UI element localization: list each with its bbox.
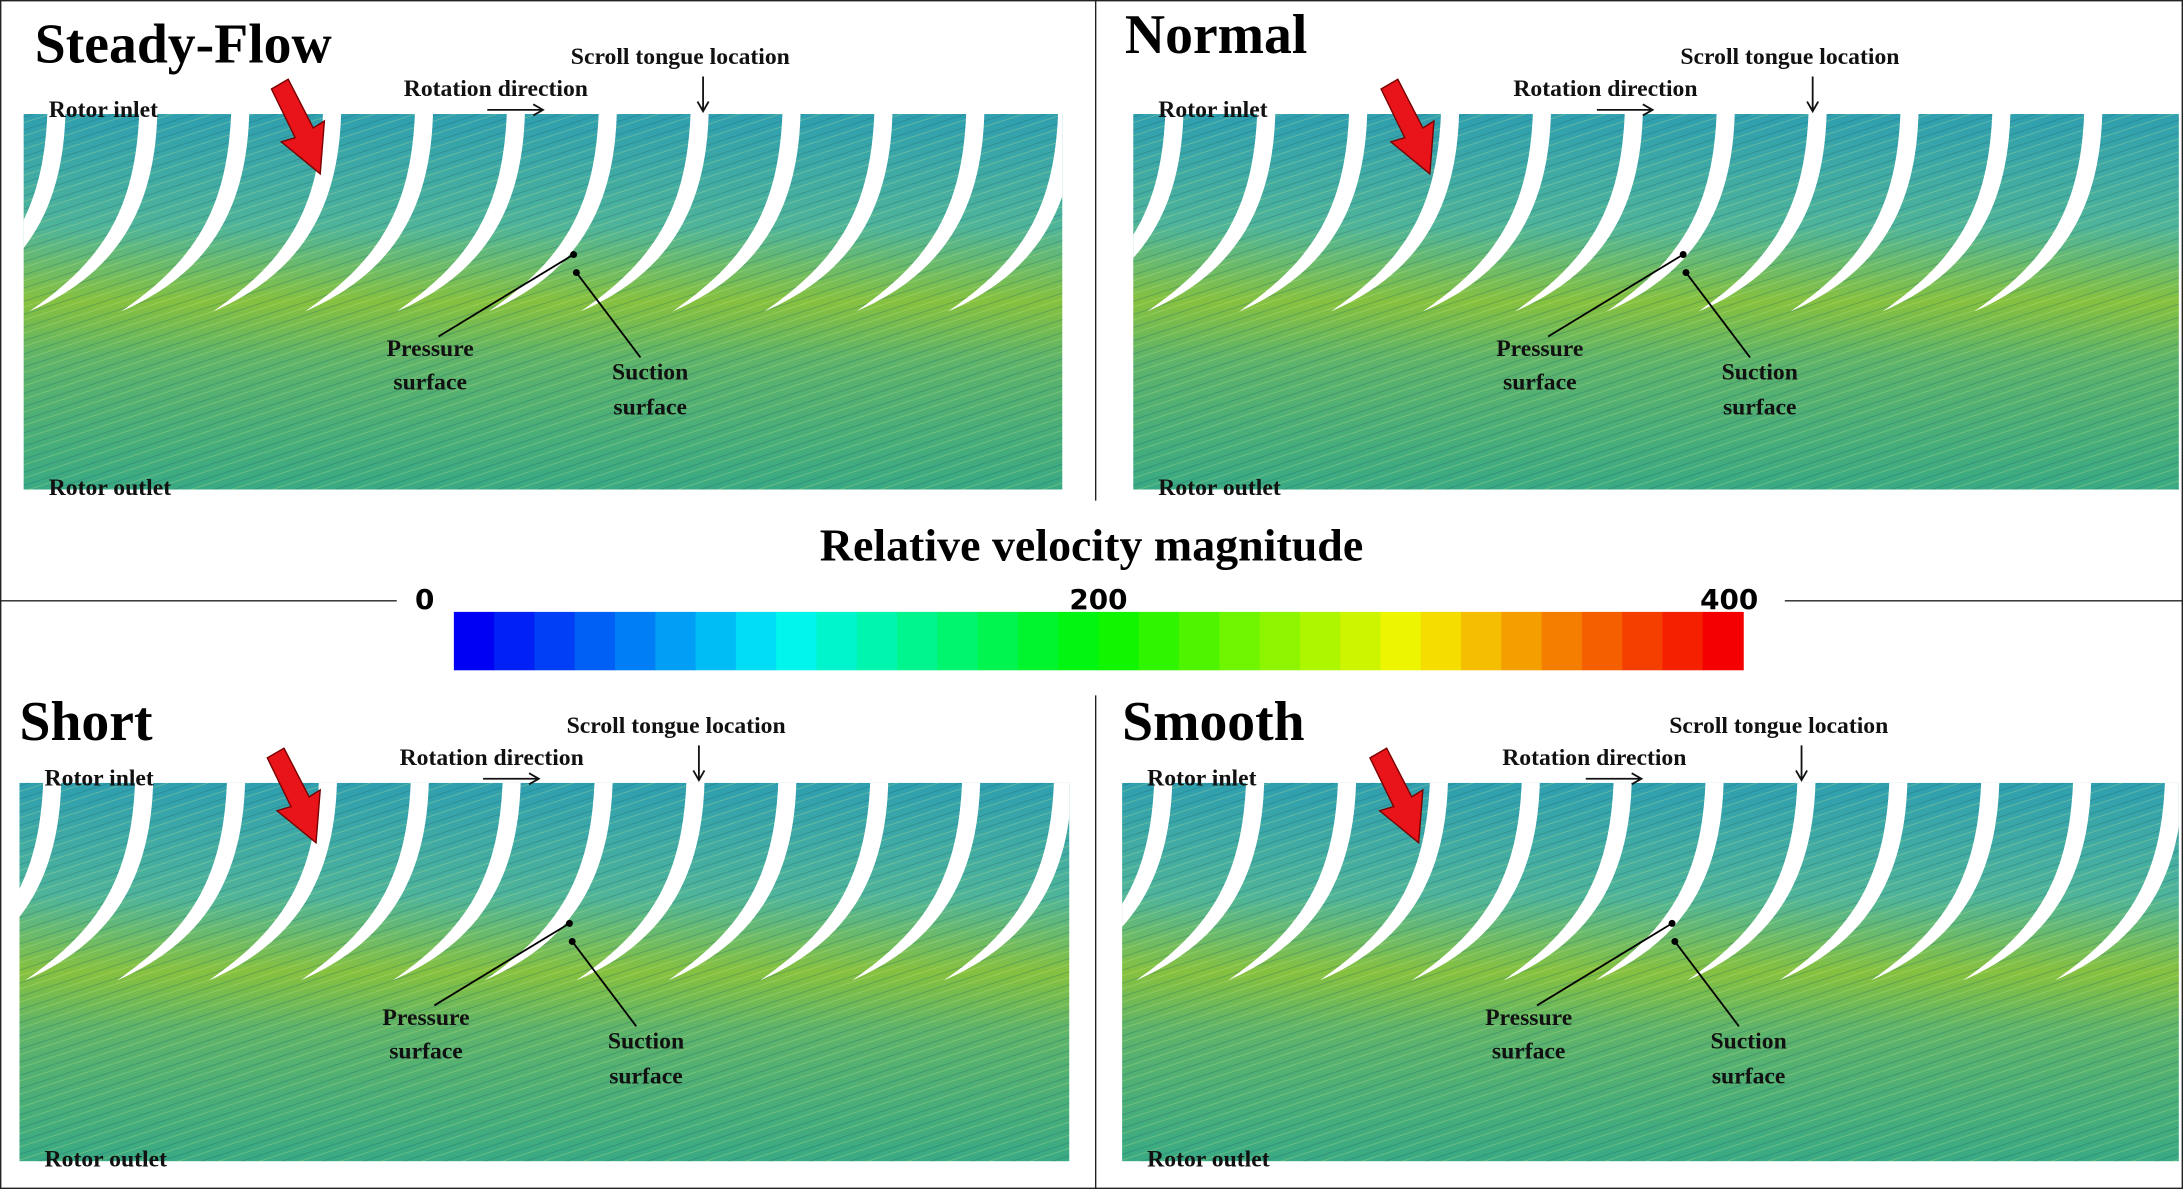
suction-line: surface	[1712, 1063, 1786, 1089]
rotor-outlet-label: Rotor outlet	[1147, 1147, 1270, 1173]
rotor-outlet-label: Rotor outlet	[45, 1147, 168, 1173]
suction-line: surface	[613, 394, 687, 420]
rotation-label: Rotation direction	[1513, 76, 1697, 102]
colorbar-segment	[857, 612, 898, 670]
pressure-line: Pressure	[382, 1005, 469, 1031]
rotation-arrow	[483, 773, 539, 784]
colorbar-segment	[1219, 612, 1260, 670]
suction-line: Suction	[608, 1029, 684, 1055]
colorbar-segment	[1703, 612, 1744, 670]
colorbar-segment	[1542, 612, 1583, 670]
colorbar-segment	[1340, 612, 1381, 670]
scroll-arrow	[1807, 76, 1818, 111]
colorbar-segment	[897, 612, 938, 670]
rotor-inlet-label: Rotor inlet	[45, 766, 154, 792]
colorbar-tick-label: 0	[415, 583, 434, 616]
colorbar-segment	[1300, 612, 1341, 670]
colorbar-segment	[534, 612, 575, 670]
scroll-label: Scroll tongue location	[567, 713, 786, 739]
colorbar-title: Relative velocity magnitude	[820, 519, 1363, 570]
pressure-line: surface	[1492, 1038, 1566, 1064]
flow-streaks	[1122, 783, 2179, 1161]
rotation-arrow	[1586, 773, 1642, 784]
colorbar-segment	[1421, 612, 1462, 670]
panel-title: Steady-Flow	[35, 14, 332, 76]
colorbar-segment	[1058, 612, 1099, 670]
colorbar-segment	[1461, 612, 1502, 670]
rotation-arrow	[1597, 104, 1653, 115]
panel-title: Smooth	[1122, 691, 1305, 753]
colorbar-segment	[696, 612, 737, 670]
suction-line: Suction	[1722, 360, 1798, 386]
pressure-line: surface	[389, 1038, 463, 1064]
colorbar: 0 200 400	[415, 583, 1758, 670]
scroll-label: Scroll tongue location	[571, 44, 790, 70]
suction-line: surface	[609, 1063, 683, 1089]
pressure-line: Pressure	[387, 336, 474, 362]
colorbar-segment	[1501, 612, 1542, 670]
rotation-label: Rotation direction	[404, 76, 588, 102]
colorbar-segment	[1098, 612, 1139, 670]
colorbar-segment	[816, 612, 857, 670]
rotor-inlet-label: Rotor inlet	[1158, 97, 1267, 123]
panel: Normal Rotor inlet Rotor outlet Rotation di…	[1055, 4, 2179, 501]
flow-streaks	[19, 783, 1069, 1161]
suction-line: surface	[1723, 394, 1797, 420]
rotor-inlet-label: Rotor inlet	[1147, 766, 1256, 792]
colorbar-segment	[1380, 612, 1421, 670]
pressure-line: surface	[1503, 369, 1577, 395]
rotation-label: Rotation direction	[400, 745, 584, 771]
pressure-line: Pressure	[1485, 1005, 1572, 1031]
panel-title: Normal	[1125, 4, 1307, 66]
colorbar-segment	[937, 612, 978, 670]
colorbar-segment	[454, 612, 495, 670]
colorbar-segment	[1260, 612, 1301, 670]
panel-title: Short	[19, 691, 152, 753]
rotor-inlet-label: Rotor inlet	[49, 97, 158, 123]
pressure-line: surface	[393, 369, 467, 395]
colorbar-segment	[776, 612, 817, 670]
colorbar-segment	[1622, 612, 1663, 670]
suction-line: Suction	[612, 360, 688, 386]
colorbar-segment	[1582, 612, 1623, 670]
scroll-arrow	[693, 745, 704, 780]
colorbar-segment	[1139, 612, 1180, 670]
colorbar-segment	[978, 612, 1019, 670]
colorbar-segment	[1018, 612, 1059, 670]
page: {"colorbar": {"title": "Relative velocit…	[0, 0, 2183, 1189]
flow-streaks	[1133, 114, 2179, 489]
panel: Steady-Flow Rotor inlet Rotor outlet Rotati…	[0, 14, 1076, 501]
colorbar-segment	[655, 612, 696, 670]
colorbar-segment	[1662, 612, 1703, 670]
colorbar-segment	[1179, 612, 1220, 670]
scroll-label: Scroll tongue location	[1669, 713, 1888, 739]
pressure-line: Pressure	[1496, 336, 1583, 362]
rotor-outlet-label: Rotor outlet	[1158, 475, 1281, 501]
colorbar-tick-label: 200	[1069, 583, 1127, 616]
colorbar-tick-label: 400	[1700, 583, 1758, 616]
suction-line: Suction	[1711, 1029, 1787, 1055]
rotation-label: Rotation direction	[1502, 745, 1686, 771]
scroll-arrow	[698, 76, 709, 111]
colorbar-segment	[736, 612, 777, 670]
flow-streaks	[24, 114, 1063, 489]
colorbar-segment	[615, 612, 656, 670]
scroll-arrow	[1796, 745, 1807, 780]
scroll-label: Scroll tongue location	[1680, 44, 1899, 70]
rotation-arrow	[487, 104, 543, 115]
rotor-outlet-label: Rotor outlet	[49, 475, 172, 501]
colorbar-segment	[494, 612, 535, 670]
colorbar-segment	[575, 612, 616, 670]
panel: Smooth Rotor inlet Rotor outlet Rotation di…	[1044, 691, 2183, 1173]
panel: Short Rotor inlet Rotor outlet Rotation dir…	[0, 691, 1072, 1173]
figure: Relative velocity magnitude 0 200 400 Stead…	[0, 0, 2183, 1189]
